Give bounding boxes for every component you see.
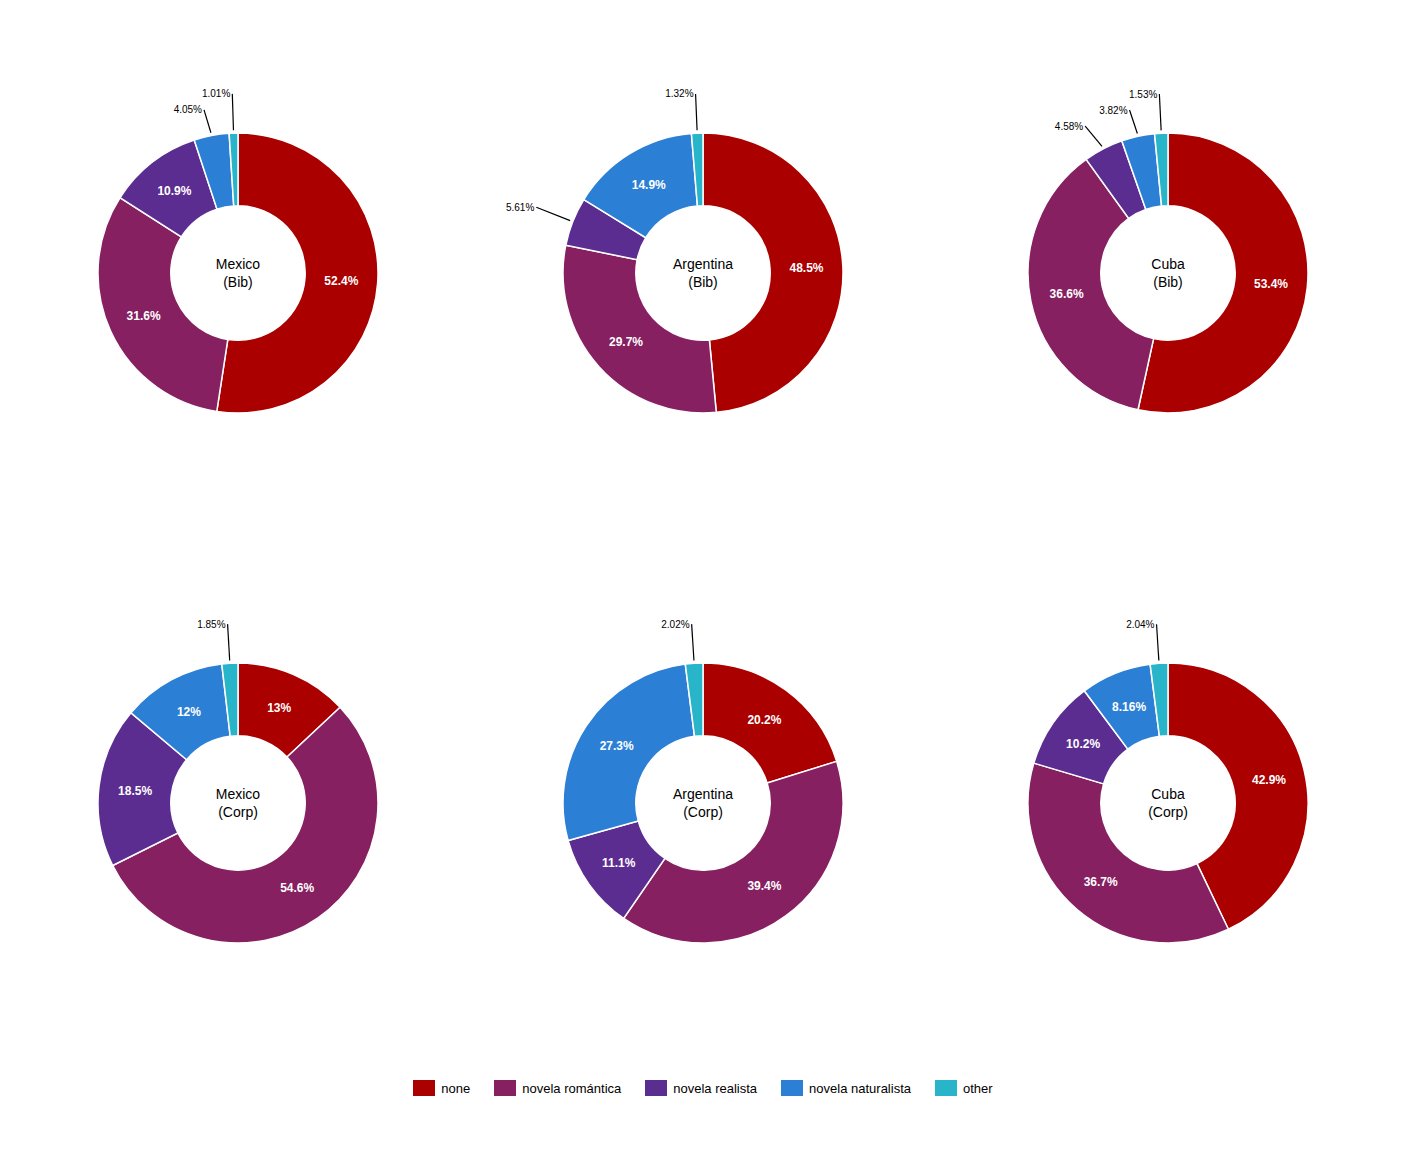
- html-text:Mexico (Bib): Mexico (Bib): [215, 256, 261, 290]
- svg-text:42.9%: 42.9%: [1252, 773, 1286, 787]
- svg-text:5.61%: 5.61%: [506, 202, 534, 213]
- svg-text:2.04%: 2.04%: [1126, 619, 1154, 630]
- svg-text:1.85%: 1.85%: [197, 619, 225, 630]
- html-text:other: other: [963, 1080, 993, 1096]
- svg-text:36.6%: 36.6%: [1050, 287, 1084, 301]
- svg-text:2.02%: 2.02%: [661, 619, 689, 630]
- svg-text:12%: 12%: [177, 705, 201, 719]
- svg-text:29.7%: 29.7%: [609, 335, 643, 349]
- html-text:Argentina (Bib): Argentina (Bib): [673, 256, 733, 290]
- svg-text:27.3%: 27.3%: [600, 739, 634, 753]
- svg-text:52.4%: 52.4%: [324, 274, 358, 288]
- svg-text:14.9%: 14.9%: [632, 178, 666, 192]
- html-text:novela naturalista: novela naturalista: [809, 1080, 911, 1096]
- svg-text:53.4%: 53.4%: [1254, 277, 1288, 291]
- html-text:Cuba (Bib): Cuba (Bib): [1151, 256, 1185, 290]
- html-text:none: none: [441, 1080, 471, 1096]
- svg-text:3.82%: 3.82%: [1099, 105, 1127, 116]
- svg-text:10.2%: 10.2%: [1066, 737, 1100, 751]
- svg-text:48.5%: 48.5%: [789, 261, 823, 275]
- svg-text:1.01%: 1.01%: [202, 88, 230, 99]
- html-text:Cuba (Corp): Cuba (Corp): [1148, 786, 1188, 820]
- html-text:novela realista: novela realista: [673, 1080, 758, 1096]
- svg-text:13%: 13%: [267, 701, 291, 715]
- svg-text:36.7%: 36.7%: [1084, 875, 1118, 889]
- svg-text:20.2%: 20.2%: [747, 713, 781, 727]
- svg-text:4.05%: 4.05%: [174, 104, 202, 115]
- svg-text:8.16%: 8.16%: [1112, 700, 1146, 714]
- html-text:Argentina (Corp): Argentina (Corp): [673, 786, 733, 820]
- svg-text:4.58%: 4.58%: [1055, 121, 1083, 132]
- html-text:Mexico (Corp): Mexico (Corp): [215, 786, 261, 820]
- svg-text:1.53%: 1.53%: [1129, 89, 1157, 100]
- svg-text:54.6%: 54.6%: [280, 881, 314, 895]
- svg-text:31.6%: 31.6%: [127, 309, 161, 323]
- html-text:novela romántica: novela romántica: [522, 1080, 622, 1096]
- svg-text:1.32%: 1.32%: [665, 88, 693, 99]
- svg-text:18.5%: 18.5%: [118, 784, 152, 798]
- svg-text:39.4%: 39.4%: [747, 879, 781, 893]
- svg-text:11.1%: 11.1%: [602, 856, 636, 870]
- svg-text:10.9%: 10.9%: [157, 184, 191, 198]
